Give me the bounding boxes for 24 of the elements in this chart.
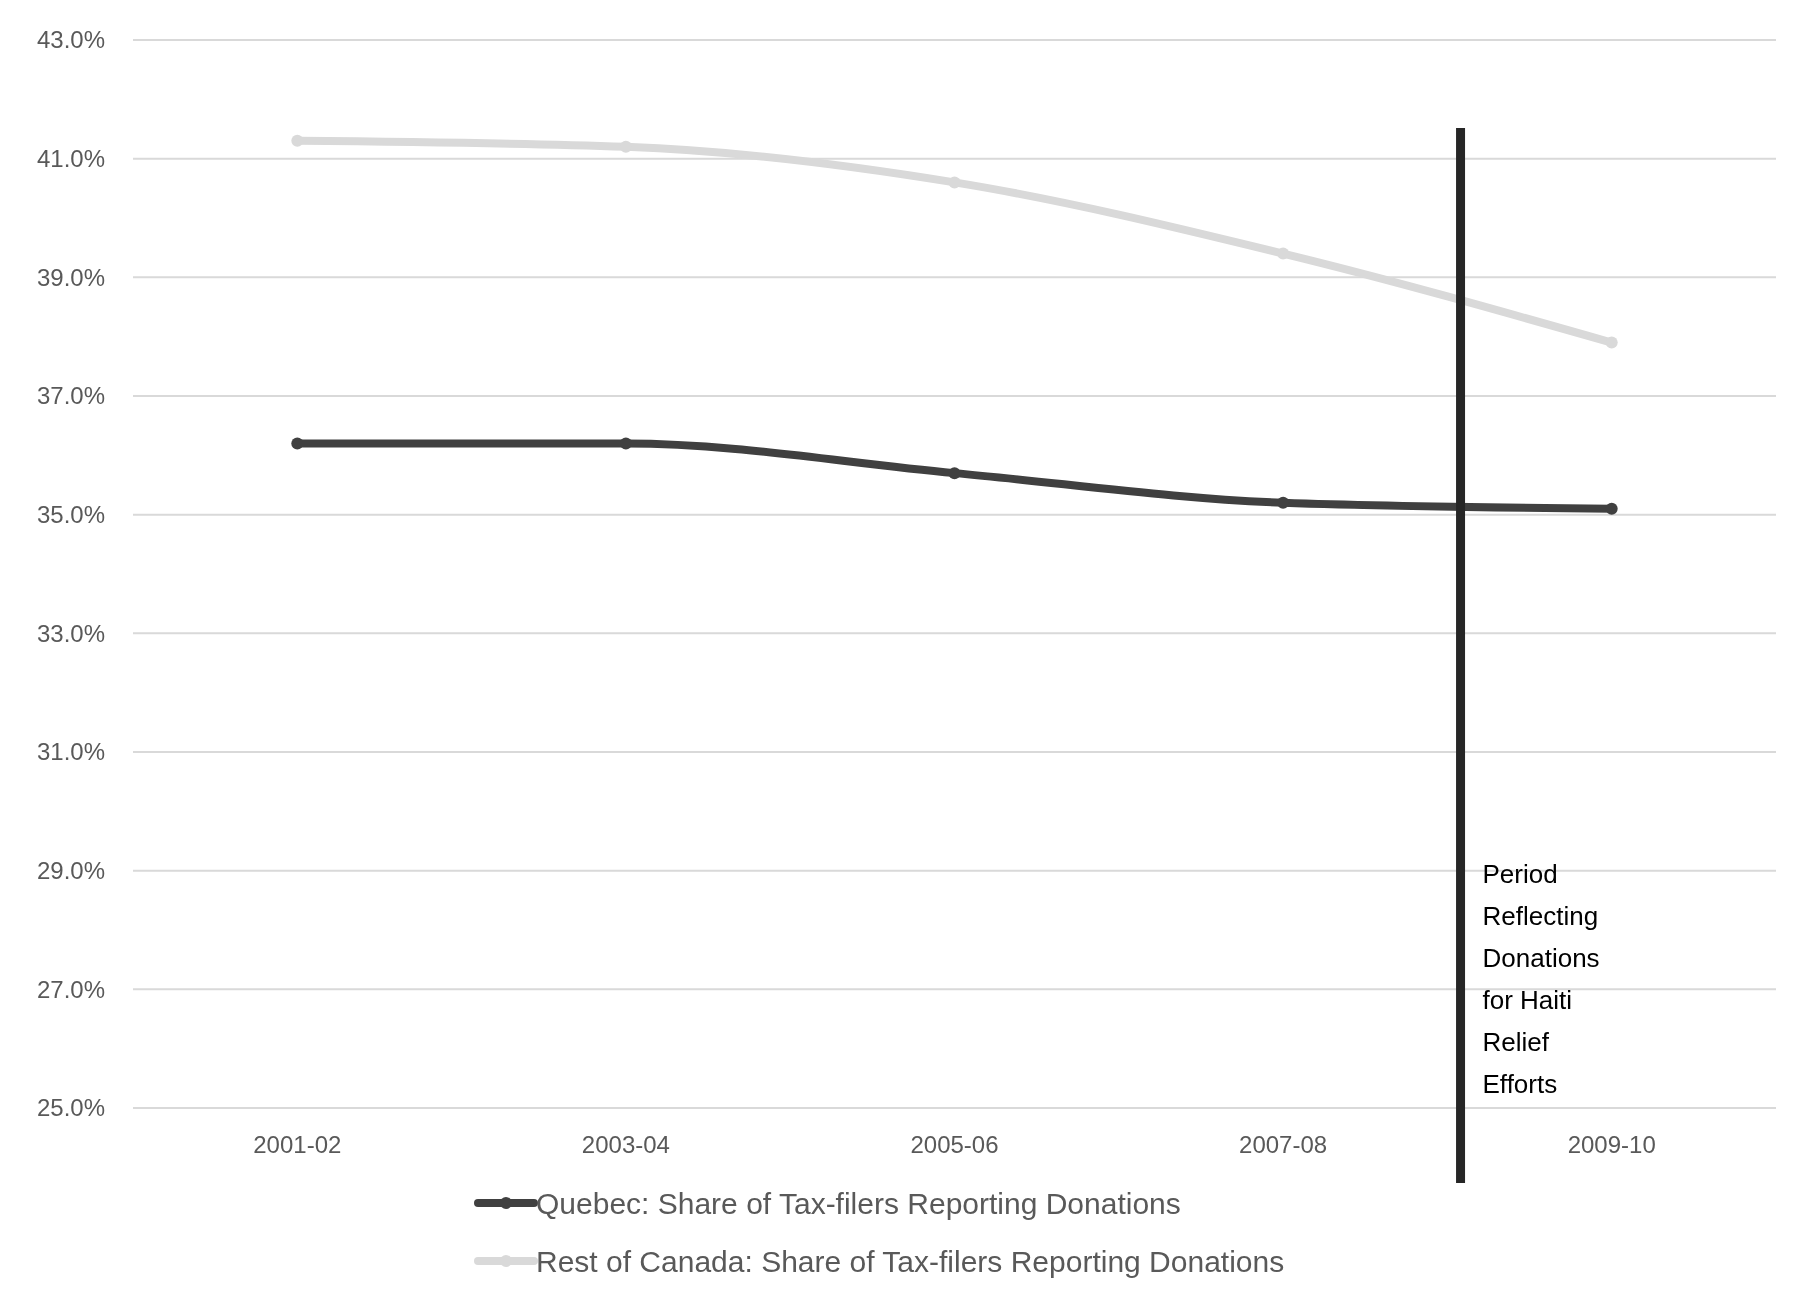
legend-label: Rest of Canada: Share of Tax-filers Reporting Donations [536, 1244, 1285, 1278]
x-tick-label: 2001-02 [253, 1131, 342, 1158]
legend-label: Quebec: Share of Tax-filers Reporting Donations [536, 1186, 1181, 1220]
x-tick-label: 2007-08 [1239, 1131, 1328, 1158]
point [948, 176, 961, 189]
y-tick-label: 35.0% [36, 501, 105, 529]
point [948, 467, 961, 480]
x-tick-label: 2003-04 [581, 1131, 670, 1158]
ref-line-label: Period Reflecting Donations for Haiti Relief Efforts [1482, 859, 1600, 1099]
y-tick-label: 39.0% [36, 263, 105, 291]
x-tick-label: 2005-06 [910, 1131, 999, 1158]
point [1605, 336, 1618, 349]
y-tick-label: 41.0% [36, 145, 105, 173]
point [1277, 247, 1290, 260]
y-tick-label: 31.0% [36, 738, 105, 766]
y-tick-label: 43.0% [36, 26, 105, 54]
y-tick-label: 29.0% [36, 857, 105, 885]
y-tick-label: 27.0% [36, 975, 105, 1003]
y-tick-label: 33.0% [36, 619, 105, 647]
y-tick-label: 37.0% [36, 382, 105, 410]
point [291, 437, 304, 450]
x-tick-label: 2009-10 [1567, 1131, 1656, 1158]
y-tick-label: 25.0% [36, 1094, 105, 1122]
point [619, 437, 632, 450]
